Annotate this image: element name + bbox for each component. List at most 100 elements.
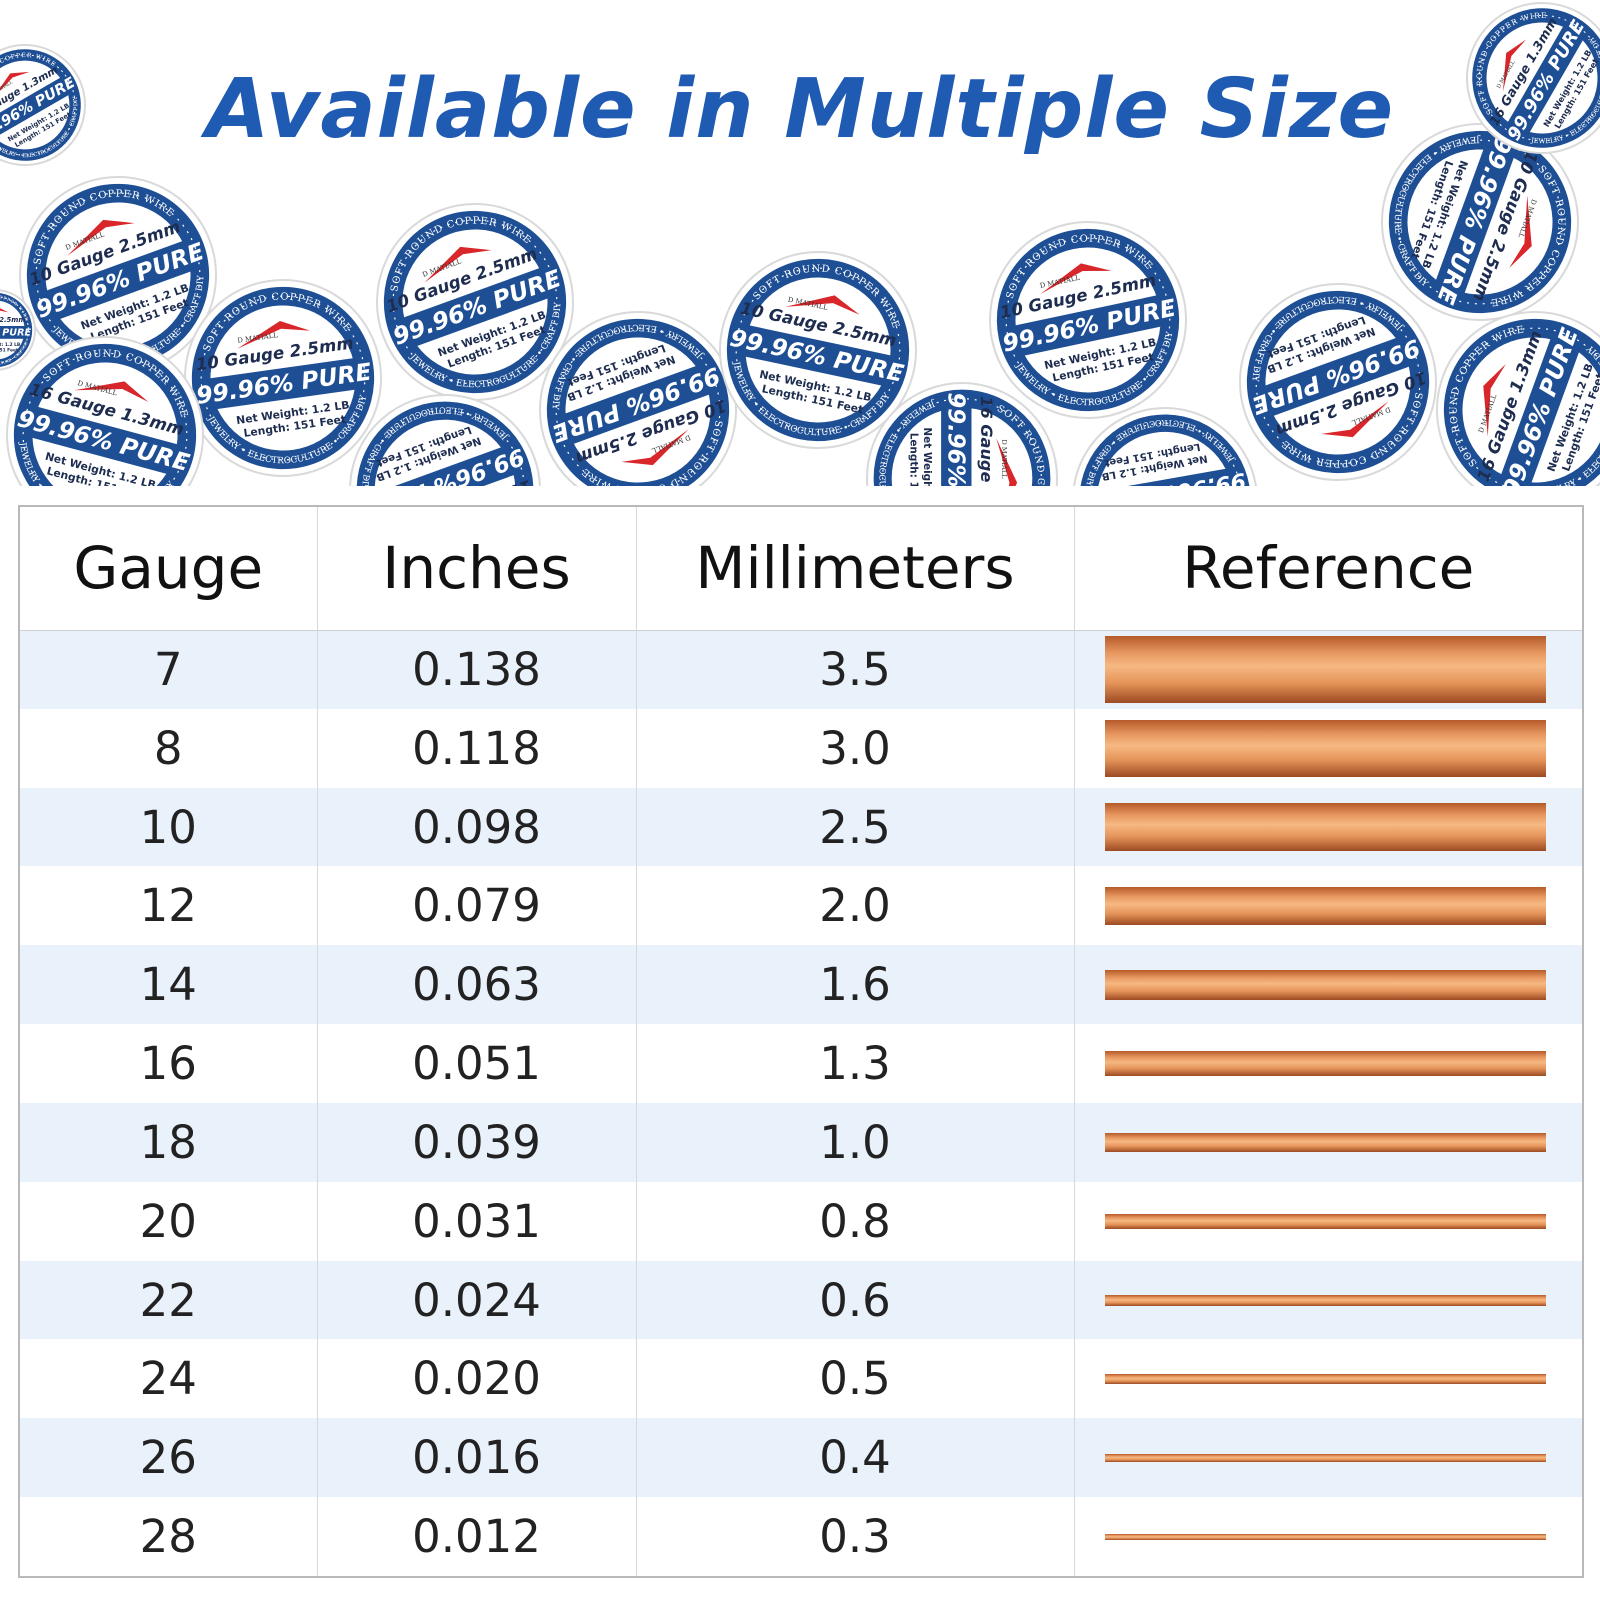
wire-sample (1104, 1373, 1546, 1384)
gauge-cell: 20 (20, 1181, 318, 1261)
millimeters-cell: 0.5 (636, 1339, 1075, 1419)
header-inches: Inches (317, 507, 637, 631)
reference-cell (1074, 1260, 1582, 1340)
table-row: 20 0.031 0.8 (20, 1181, 1582, 1261)
millimeters-cell: 0.4 (636, 1418, 1075, 1498)
gauge-cell: 10 (20, 787, 318, 867)
banner: 99.96% PURE 16 Gauge 1.3mm Net Weight: 1.2… (0, 0, 1600, 486)
header-millimeters: Millimeters (636, 507, 1075, 631)
svg-text:99.96% PURE: 99.96% PURE (943, 392, 969, 486)
reference-cell (1074, 1102, 1582, 1182)
svg-text:Length: 151 Feet: Length: 151 Feet (908, 433, 920, 486)
table-row: 16 0.051 1.3 (20, 1024, 1582, 1103)
wire-sample (1104, 719, 1546, 777)
gauge-cell: 14 (20, 945, 318, 1025)
header-reference: Reference (1074, 507, 1582, 631)
spool-collage: 99.96% PURE 16 Gauge 1.3mm Net Weight: 1.2… (0, 0, 1600, 486)
gauge-cell: 24 (20, 1339, 318, 1419)
wire-sample (1104, 1213, 1546, 1229)
inches-cell: 0.012 (317, 1497, 637, 1576)
svg-text:Net Weight: 1.2 LB: Net Weight: 1.2 LB (921, 427, 933, 486)
wire-sample (1104, 1051, 1546, 1077)
millimeters-cell: 2.5 (636, 787, 1075, 867)
gauge-table: Gauge Inches Millimeters Reference 7 0.13… (18, 505, 1584, 1578)
inches-cell: 0.020 (317, 1339, 637, 1419)
inches-cell: 0.063 (317, 945, 637, 1025)
table-row: 18 0.039 1.0 (20, 1102, 1582, 1182)
gauge-cell: 26 (20, 1418, 318, 1498)
svg-text:Net Weight: 1.2 LB: Net Weight: 1.2 LB (0, 342, 21, 348)
millimeters-cell: 1.6 (636, 945, 1075, 1025)
wire-sample (1104, 803, 1546, 852)
table-row: 8 0.118 3.0 (20, 708, 1582, 788)
millimeters-cell: 0.3 (636, 1497, 1075, 1576)
reference-cell (1074, 1497, 1582, 1576)
gauge-cell: 18 (20, 1102, 318, 1182)
inches-cell: 0.079 (317, 866, 637, 946)
gauge-cell: 7 (20, 630, 318, 709)
inches-cell: 0.118 (317, 708, 637, 788)
reference-cell (1074, 1418, 1582, 1498)
inches-cell: 0.051 (317, 1024, 637, 1103)
table-row: 14 0.063 1.6 (20, 945, 1582, 1025)
millimeters-cell: 1.3 (636, 1024, 1075, 1103)
wire-sample (1104, 1294, 1546, 1306)
table-row: 28 0.012 0.3 (20, 1497, 1582, 1576)
table-row: 7 0.138 3.5 (20, 630, 1582, 709)
gauge-cell: 22 (20, 1260, 318, 1340)
inches-cell: 0.024 (317, 1260, 637, 1340)
reference-cell (1074, 708, 1582, 788)
table-header-row: Gauge Inches Millimeters Reference (20, 507, 1582, 631)
svg-text:16 Gauge 1.3mm: 16 Gauge 1.3mm (977, 396, 996, 486)
inches-cell: 0.039 (317, 1102, 637, 1182)
reference-cell (1074, 1024, 1582, 1103)
wire-sample (1104, 636, 1546, 704)
inches-cell: 0.016 (317, 1418, 637, 1498)
table-row: 22 0.024 0.6 (20, 1260, 1582, 1340)
inches-cell: 0.031 (317, 1181, 637, 1261)
svg-text:Length: 151 Feet: Length: 151 Feet (0, 348, 18, 354)
millimeters-cell: 3.5 (636, 630, 1075, 709)
wire-spool-label: 99.96% PURE 16 Gauge 1.3mm Net Weight: 1.2… (866, 382, 1058, 486)
table-row: 12 0.079 2.0 (20, 866, 1582, 946)
svg-text:99.96% PURE: 99.96% PURE (0, 328, 31, 339)
table-row: 24 0.020 0.5 (20, 1339, 1582, 1419)
millimeters-cell: 0.8 (636, 1181, 1075, 1261)
wire-sample (1104, 969, 1546, 1000)
page-title: Available in Multiple Size (205, 62, 1395, 157)
millimeters-cell: 1.0 (636, 1102, 1075, 1182)
table-row: 10 0.098 2.5 (20, 787, 1582, 867)
gauge-cell: 8 (20, 708, 318, 788)
table-row: 26 0.016 0.4 (20, 1418, 1582, 1498)
header-gauge: Gauge (20, 507, 318, 631)
millimeters-cell: 3.0 (636, 708, 1075, 788)
wire-sample (1104, 1453, 1546, 1462)
svg-text:10 Gauge 2.5mm: 10 Gauge 2.5mm (0, 316, 25, 324)
millimeters-cell: 0.6 (636, 1260, 1075, 1340)
inches-cell: 0.138 (317, 630, 637, 709)
wire-sample (1104, 1132, 1546, 1152)
wire-sample (1104, 886, 1546, 925)
gauge-cell: 16 (20, 1024, 318, 1103)
reference-cell (1074, 1339, 1582, 1419)
millimeters-cell: 2.0 (636, 866, 1075, 946)
reference-cell (1074, 866, 1582, 946)
reference-cell (1074, 945, 1582, 1025)
reference-cell (1074, 1181, 1582, 1261)
svg-text:D MATIALL: D MATIALL (1000, 439, 1008, 479)
gauge-cell: 12 (20, 866, 318, 946)
inches-cell: 0.098 (317, 787, 637, 867)
reference-cell (1074, 630, 1582, 709)
